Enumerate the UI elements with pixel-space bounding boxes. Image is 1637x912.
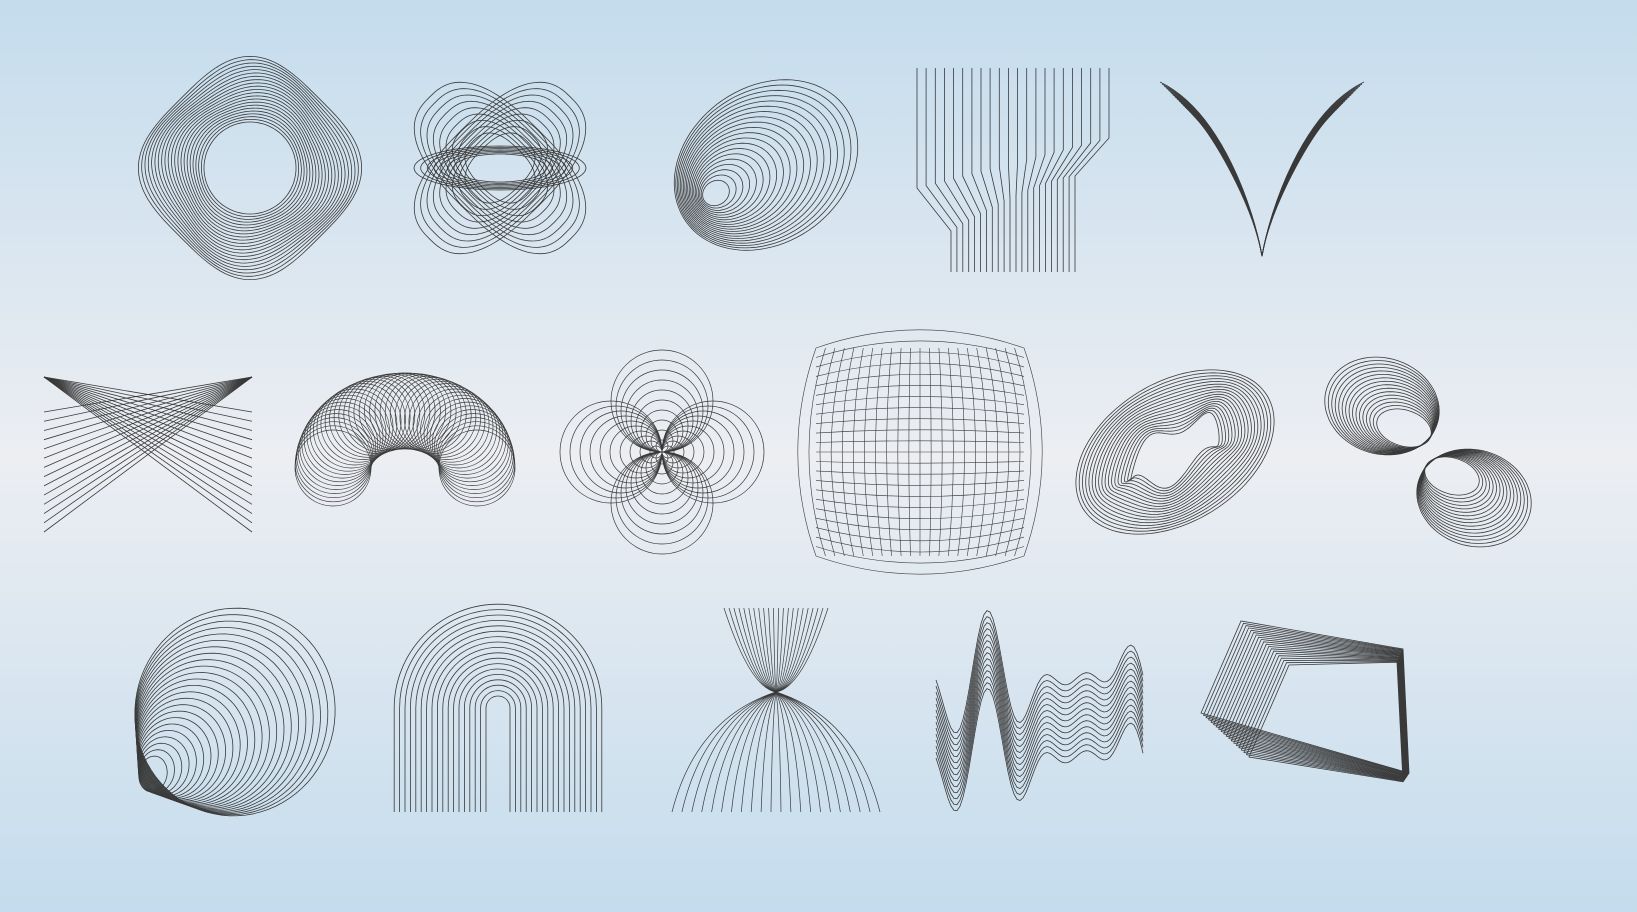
mesh-sphere-shape xyxy=(798,330,1042,574)
coiled-arch-shape xyxy=(295,373,515,506)
hourglass-lines-shape xyxy=(672,608,880,812)
crossing-rays-shape xyxy=(44,377,252,532)
tilted-ellipse-nest-shape xyxy=(674,80,857,251)
fanned-curves-shape xyxy=(1160,82,1364,256)
tilted-ring-band-shape xyxy=(1076,370,1274,534)
bent-vertical-lines-shape xyxy=(917,68,1109,272)
stacked-prism-shape xyxy=(1201,621,1409,782)
wave-lines-shape xyxy=(936,611,1143,811)
nested-arches-shape xyxy=(394,604,602,812)
nested-cone-shape xyxy=(135,608,335,816)
crossed-petal-loops-shape xyxy=(414,82,586,253)
figure-eight-loops-shape xyxy=(1325,357,1531,547)
rotated-square-ring-shape xyxy=(138,56,361,279)
four-petal-circles-shape xyxy=(560,350,764,554)
